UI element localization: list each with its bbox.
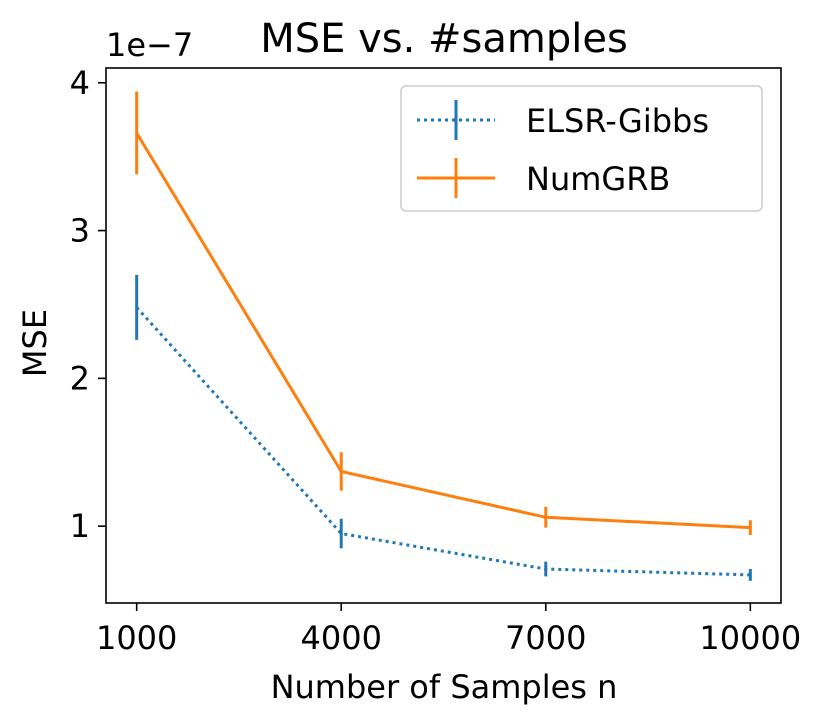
x-tick-label: 10000	[699, 619, 801, 657]
legend: ELSR-Gibbs NumGRB	[400, 85, 763, 212]
legend-entry-label: ELSR-Gibbs	[526, 102, 709, 140]
legend-box	[400, 85, 763, 212]
y-tick-label: 1	[70, 507, 90, 545]
y-axis-label: MSE	[16, 309, 54, 377]
data-point	[748, 526, 752, 530]
series-line-numgrb	[135, 132, 751, 530]
data-point	[339, 469, 343, 473]
chart-title: MSE vs. #samples	[260, 16, 628, 62]
data-point	[544, 567, 548, 571]
data-point	[135, 305, 139, 309]
plot-area: 1000 4000 7000 10000 1 2 3 4	[70, 64, 802, 657]
x-tick-label: 4000	[301, 619, 382, 657]
axes-frame	[105, 67, 782, 604]
data-point	[339, 532, 343, 536]
x-axis-label: Number of Samples n	[271, 668, 618, 706]
x-tick-label: 1000	[96, 619, 177, 657]
y-tick-label: 3	[70, 212, 90, 250]
y-tick-label: 4	[70, 64, 90, 102]
legend-entry-label: NumGRB	[526, 160, 670, 198]
data-point	[748, 573, 752, 577]
series-line-elsr-gibbs	[135, 306, 751, 577]
y-tick-label: 2	[70, 359, 90, 397]
x-tick-label: 7000	[505, 619, 586, 657]
y-axis-offset-label: 1e−7	[106, 26, 193, 64]
data-point	[544, 515, 548, 519]
data-point	[135, 131, 139, 135]
